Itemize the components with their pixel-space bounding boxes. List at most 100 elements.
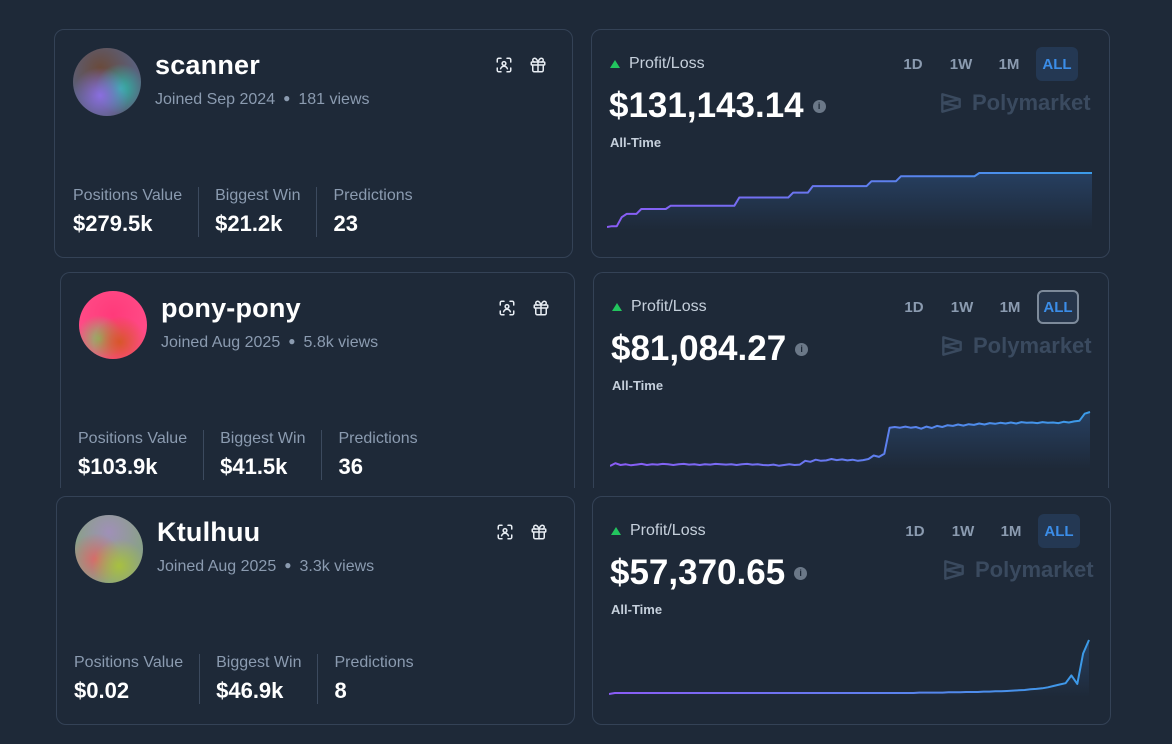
chart-line — [607, 172, 1092, 228]
stat-value: 36 — [338, 454, 363, 479]
timeframe-1m-button[interactable]: 1M — [1000, 522, 1022, 540]
stat-biggest-win: Biggest Win $41.5k — [203, 430, 321, 480]
timeframe-1d-button[interactable]: 1D — [903, 55, 923, 73]
username[interactable]: scanner — [155, 50, 260, 80]
joined-date: Joined Aug 2025 — [161, 334, 281, 351]
stat-label: Positions Value — [74, 654, 184, 671]
stat-predictions: Predictions 36 — [321, 430, 433, 480]
stat-value: 8 — [334, 678, 347, 703]
gift-icon[interactable] — [527, 54, 549, 76]
pnl-range: All-Time — [611, 602, 663, 617]
stats-row: Positions Value $279.5k Biggest Win $21.2k… — [73, 187, 429, 237]
polymarket-logo-icon — [941, 93, 961, 113]
timeframe-1d-button[interactable]: 1D — [904, 298, 924, 316]
pnl-header: Profit/Loss — [611, 522, 706, 540]
stat-value: 23 — [333, 211, 358, 236]
separator-dot: ● — [288, 334, 296, 348]
timeframe-all-button[interactable]: ALL — [1037, 290, 1079, 324]
gift-icon[interactable] — [530, 297, 552, 319]
avatar[interactable] — [79, 291, 147, 359]
stats-row: Positions Value $103.9k Biggest Win $41.5k… — [78, 430, 434, 480]
view-count: 181 views — [298, 91, 370, 108]
stat-label: Biggest Win — [220, 430, 306, 447]
profile-meta: Joined Sep 2024 ● 181 views — [155, 91, 370, 109]
gift-icon[interactable] — [528, 521, 550, 543]
stat-biggest-win: Biggest Win $46.9k — [199, 654, 317, 704]
stat-value: $46.9k — [216, 678, 284, 703]
triangle-up-icon — [610, 60, 620, 68]
pnl-amount-value: $57,370.65 — [610, 553, 786, 592]
stat-value: $279.5k — [73, 211, 153, 236]
stats-row: Positions Value $0.02 Biggest Win $46.9k P… — [74, 654, 430, 704]
stat-positions-value: Positions Value $279.5k — [73, 187, 198, 237]
timeframe-1w-button[interactable]: 1W — [950, 298, 974, 316]
stat-biggest-win: Biggest Win $21.2k — [198, 187, 316, 237]
pnl-card: Profit/Loss 1D 1W 1M ALL $81,084.27 i Pol… — [593, 272, 1109, 488]
timeframe-selector: 1D 1W 1M ALL — [894, 514, 1080, 548]
pnl-label: Profit/Loss — [631, 298, 707, 315]
stat-predictions: Predictions 8 — [317, 654, 429, 704]
stat-label: Positions Value — [78, 430, 188, 447]
pnl-amount: $131,143.14 i — [609, 86, 826, 126]
timeframe-all-button[interactable]: ALL — [1038, 514, 1080, 548]
timeframe-1d-button[interactable]: 1D — [905, 522, 925, 540]
username[interactable]: Ktulhuu — [157, 517, 261, 547]
profile-meta: Joined Aug 2025 ● 5.8k views — [161, 334, 378, 352]
username[interactable]: pony-pony — [161, 293, 301, 323]
stat-label: Predictions — [334, 654, 414, 671]
avatar[interactable] — [73, 48, 141, 116]
polymarket-logo-icon — [942, 336, 962, 356]
pnl-amount-value: $81,084.27 — [611, 329, 787, 368]
timeframe-selector: 1D 1W 1M ALL — [892, 47, 1078, 81]
pnl-range: All-Time — [610, 135, 662, 150]
timeframe-1m-button[interactable]: 1M — [998, 55, 1020, 73]
brand-name: Polymarket — [973, 333, 1092, 358]
stat-label: Predictions — [333, 187, 413, 204]
joined-date: Joined Aug 2025 — [157, 558, 277, 575]
brand-name: Polymarket — [972, 90, 1091, 115]
triangle-up-icon — [612, 303, 622, 311]
separator-dot: ● — [283, 91, 291, 105]
qr-scan-icon[interactable] — [496, 297, 518, 319]
qr-scan-icon[interactable] — [493, 54, 515, 76]
pnl-header: Profit/Loss — [612, 298, 707, 316]
pnl-chart — [607, 172, 1092, 230]
timeframe-selector: 1D 1W 1M ALL — [893, 290, 1079, 324]
separator-dot: ● — [284, 558, 292, 572]
stat-predictions: Predictions 23 — [316, 187, 428, 237]
chart-area — [607, 173, 1092, 230]
pnl-range: All-Time — [612, 378, 664, 393]
pnl-amount: $57,370.65 i — [610, 553, 808, 593]
pnl-card: Profit/Loss 1D 1W 1M ALL $131,143.14 i Po… — [591, 29, 1110, 258]
pnl-amount-value: $131,143.14 — [609, 86, 804, 125]
qr-scan-icon[interactable] — [494, 521, 516, 543]
pnl-chart — [609, 639, 1090, 697]
pnl-chart — [610, 411, 1091, 469]
timeframe-all-button[interactable]: ALL — [1036, 47, 1078, 81]
profile-meta: Joined Aug 2025 ● 3.3k views — [157, 558, 374, 576]
polymarket-logo-icon — [944, 560, 964, 580]
polymarket-brand: Polymarket — [939, 333, 1092, 359]
profile-card: Ktulhuu Joined Aug 2025 ● 3.3k views Posit… — [56, 496, 575, 725]
info-icon[interactable]: i — [794, 566, 808, 580]
chart-area — [609, 640, 1089, 697]
timeframe-1w-button[interactable]: 1W — [951, 522, 975, 540]
stat-value: $21.2k — [215, 211, 283, 236]
chart-line — [610, 411, 1091, 467]
stat-label: Predictions — [338, 430, 418, 447]
info-icon[interactable]: i — [795, 342, 809, 356]
info-icon[interactable]: i — [812, 99, 826, 113]
profile-card: pony-pony Joined Aug 2025 ● 5.8k views Pos… — [60, 272, 575, 488]
pnl-label: Profit/Loss — [630, 522, 706, 539]
timeframe-1w-button[interactable]: 1W — [949, 55, 973, 73]
stat-value: $0.02 — [74, 678, 130, 703]
stat-positions-value: Positions Value $0.02 — [74, 654, 199, 704]
pnl-card: Profit/Loss 1D 1W 1M ALL $57,370.65 i Pol… — [592, 496, 1111, 725]
chart-area — [610, 412, 1090, 469]
stat-label: Biggest Win — [215, 187, 301, 204]
avatar[interactable] — [75, 515, 143, 583]
polymarket-brand: Polymarket — [938, 90, 1091, 116]
timeframe-1m-button[interactable]: 1M — [999, 298, 1021, 316]
stat-positions-value: Positions Value $103.9k — [78, 430, 203, 480]
triangle-up-icon — [611, 527, 621, 535]
